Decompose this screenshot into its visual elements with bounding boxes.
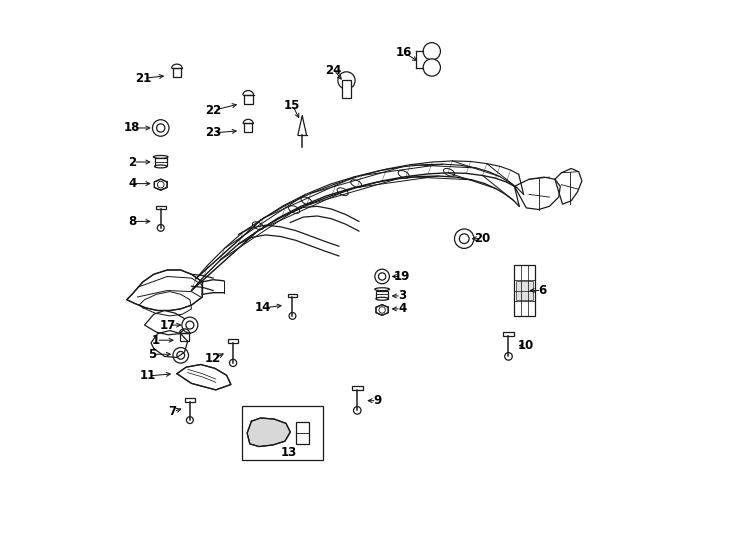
Bar xyxy=(352,386,363,390)
Bar xyxy=(155,158,167,166)
Circle shape xyxy=(177,352,184,359)
Bar xyxy=(181,333,189,341)
Bar xyxy=(342,80,351,98)
Text: 9: 9 xyxy=(374,394,382,407)
Text: 4: 4 xyxy=(398,302,406,315)
Circle shape xyxy=(186,321,194,329)
Circle shape xyxy=(505,353,512,360)
Circle shape xyxy=(182,317,198,333)
Bar xyxy=(244,124,252,132)
Text: 13: 13 xyxy=(280,446,297,459)
Circle shape xyxy=(186,417,193,423)
Polygon shape xyxy=(145,310,186,335)
Circle shape xyxy=(153,120,169,136)
Bar xyxy=(172,69,181,77)
Ellipse shape xyxy=(153,156,168,158)
Text: 6: 6 xyxy=(538,284,547,297)
Text: 22: 22 xyxy=(205,104,221,117)
Text: 21: 21 xyxy=(135,72,151,85)
Text: 14: 14 xyxy=(255,301,272,314)
Polygon shape xyxy=(177,364,231,390)
Bar xyxy=(377,291,388,299)
Polygon shape xyxy=(247,418,291,447)
Circle shape xyxy=(156,124,165,132)
Bar xyxy=(228,339,239,343)
Text: 16: 16 xyxy=(396,46,412,59)
Polygon shape xyxy=(127,270,203,310)
Text: 20: 20 xyxy=(474,232,491,245)
Text: 23: 23 xyxy=(205,126,221,139)
Text: 2: 2 xyxy=(128,156,137,168)
Text: 7: 7 xyxy=(169,405,177,418)
Circle shape xyxy=(375,269,390,284)
Bar xyxy=(296,422,309,444)
Circle shape xyxy=(354,407,361,414)
Text: 15: 15 xyxy=(283,99,299,112)
Circle shape xyxy=(379,273,386,280)
Circle shape xyxy=(459,234,469,244)
Circle shape xyxy=(157,225,164,231)
Ellipse shape xyxy=(375,288,390,291)
Bar xyxy=(156,206,166,210)
Text: 17: 17 xyxy=(160,319,176,332)
Circle shape xyxy=(289,313,296,319)
Bar xyxy=(185,398,195,402)
Circle shape xyxy=(173,348,189,363)
Circle shape xyxy=(454,229,474,248)
Ellipse shape xyxy=(376,298,388,300)
Text: 19: 19 xyxy=(394,270,410,283)
Text: 24: 24 xyxy=(324,64,341,77)
Polygon shape xyxy=(376,305,388,315)
Circle shape xyxy=(424,43,440,60)
Bar xyxy=(288,294,297,298)
Text: 8: 8 xyxy=(128,215,137,228)
Bar xyxy=(503,332,514,336)
Text: 12: 12 xyxy=(205,352,221,365)
Text: 11: 11 xyxy=(140,369,156,382)
Bar xyxy=(241,406,323,460)
Bar xyxy=(244,95,252,104)
Bar xyxy=(516,281,534,300)
Circle shape xyxy=(424,59,440,76)
Bar xyxy=(514,265,536,316)
Text: 5: 5 xyxy=(148,348,157,361)
Circle shape xyxy=(230,359,236,367)
Circle shape xyxy=(338,72,355,89)
Text: 10: 10 xyxy=(518,339,534,352)
Polygon shape xyxy=(154,179,167,190)
Text: 3: 3 xyxy=(398,289,406,302)
Text: 4: 4 xyxy=(128,177,137,190)
Text: 18: 18 xyxy=(124,122,140,134)
Text: 1: 1 xyxy=(151,334,159,347)
Ellipse shape xyxy=(155,165,167,168)
